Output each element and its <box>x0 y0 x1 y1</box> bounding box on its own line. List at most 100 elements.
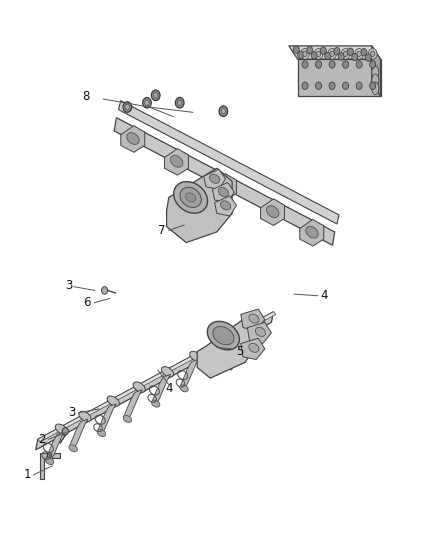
Ellipse shape <box>208 343 220 354</box>
Polygon shape <box>204 169 226 189</box>
Ellipse shape <box>55 424 67 434</box>
Ellipse shape <box>107 396 120 406</box>
Ellipse shape <box>255 327 265 336</box>
Text: 6: 6 <box>83 296 91 309</box>
Polygon shape <box>289 46 381 59</box>
Ellipse shape <box>79 411 91 422</box>
Ellipse shape <box>210 368 219 375</box>
Circle shape <box>370 61 376 68</box>
Circle shape <box>330 51 334 56</box>
Polygon shape <box>211 343 230 374</box>
Circle shape <box>365 54 371 61</box>
Circle shape <box>355 49 364 59</box>
Text: 7: 7 <box>159 224 166 237</box>
Polygon shape <box>297 59 381 96</box>
Ellipse shape <box>174 182 208 213</box>
Polygon shape <box>124 390 142 422</box>
Circle shape <box>343 61 349 68</box>
Polygon shape <box>237 320 258 341</box>
Ellipse shape <box>220 201 231 210</box>
Ellipse shape <box>133 382 145 392</box>
Ellipse shape <box>97 430 106 437</box>
Polygon shape <box>247 322 272 344</box>
Text: 4: 4 <box>165 382 173 395</box>
Circle shape <box>311 52 317 59</box>
Circle shape <box>370 82 376 90</box>
Circle shape <box>343 82 349 90</box>
Text: 1: 1 <box>24 469 32 481</box>
Ellipse shape <box>127 133 139 144</box>
Ellipse shape <box>209 174 220 183</box>
Circle shape <box>368 49 377 59</box>
Circle shape <box>329 61 335 68</box>
Polygon shape <box>226 341 247 362</box>
Polygon shape <box>164 149 188 175</box>
Circle shape <box>143 98 151 108</box>
Circle shape <box>293 46 299 53</box>
Ellipse shape <box>372 74 379 87</box>
Polygon shape <box>38 312 276 442</box>
Polygon shape <box>35 312 274 450</box>
Polygon shape <box>70 419 88 451</box>
Polygon shape <box>166 168 232 243</box>
Polygon shape <box>261 199 285 225</box>
Ellipse shape <box>190 351 202 361</box>
Ellipse shape <box>69 445 78 452</box>
Circle shape <box>334 47 340 55</box>
Circle shape <box>356 82 362 90</box>
Circle shape <box>151 90 160 101</box>
Ellipse shape <box>266 206 279 217</box>
Ellipse shape <box>210 345 217 352</box>
Circle shape <box>361 49 367 56</box>
Ellipse shape <box>207 321 240 350</box>
Circle shape <box>145 100 149 106</box>
Circle shape <box>175 98 184 108</box>
Circle shape <box>338 53 344 60</box>
Circle shape <box>125 104 130 110</box>
Text: 5: 5 <box>236 345 244 358</box>
Circle shape <box>315 82 321 90</box>
Circle shape <box>314 49 323 59</box>
Circle shape <box>219 106 228 117</box>
Circle shape <box>341 49 350 59</box>
Ellipse shape <box>219 181 231 192</box>
Ellipse shape <box>180 385 188 392</box>
Circle shape <box>47 453 52 458</box>
Circle shape <box>221 109 226 114</box>
Text: 4: 4 <box>320 289 328 302</box>
Circle shape <box>302 82 308 90</box>
Ellipse shape <box>152 400 160 407</box>
Polygon shape <box>98 404 117 435</box>
Circle shape <box>328 49 336 59</box>
Polygon shape <box>46 432 64 464</box>
Circle shape <box>356 61 362 68</box>
Circle shape <box>357 51 361 56</box>
Circle shape <box>102 287 108 294</box>
Circle shape <box>352 53 358 61</box>
Ellipse shape <box>186 193 196 202</box>
Ellipse shape <box>161 367 173 377</box>
Polygon shape <box>212 182 234 203</box>
Circle shape <box>329 82 335 90</box>
Circle shape <box>62 427 68 435</box>
Ellipse shape <box>123 415 131 423</box>
Polygon shape <box>119 101 339 224</box>
Polygon shape <box>180 359 199 391</box>
Polygon shape <box>241 309 265 330</box>
Circle shape <box>300 49 309 59</box>
Polygon shape <box>40 453 60 479</box>
Circle shape <box>320 47 326 54</box>
Circle shape <box>343 51 348 56</box>
Polygon shape <box>372 46 381 96</box>
Polygon shape <box>215 196 237 216</box>
Ellipse shape <box>372 66 379 79</box>
Polygon shape <box>212 174 237 200</box>
Circle shape <box>307 46 313 54</box>
Polygon shape <box>152 374 170 406</box>
Ellipse shape <box>213 326 234 345</box>
Circle shape <box>303 51 307 56</box>
Polygon shape <box>121 126 145 152</box>
Circle shape <box>123 102 132 112</box>
Polygon shape <box>114 118 335 245</box>
Circle shape <box>177 100 182 106</box>
